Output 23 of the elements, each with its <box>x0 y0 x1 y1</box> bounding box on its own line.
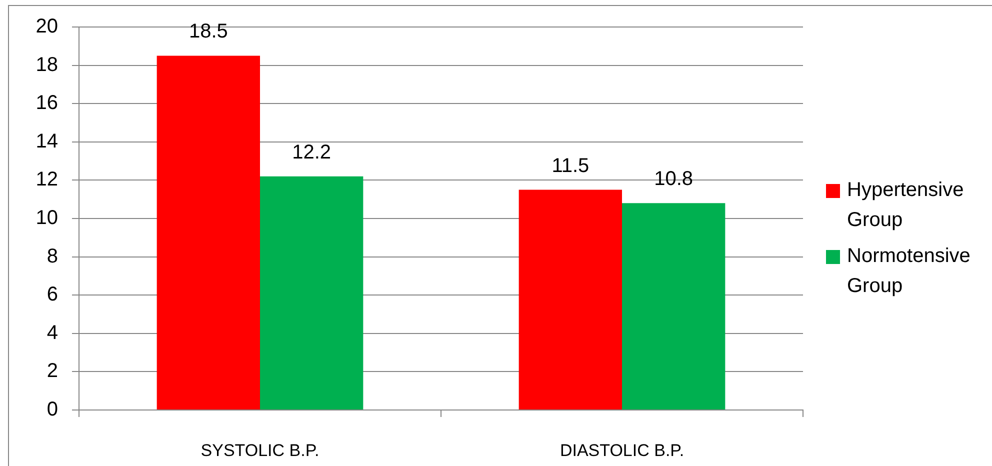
x-tick-label: DIASTOLIC B.P. <box>560 440 684 460</box>
y-tick-label: 2 <box>46 360 58 382</box>
y-tick-label: 6 <box>46 284 58 306</box>
bar <box>518 190 622 410</box>
y-tick-label: 0 <box>46 398 58 421</box>
data-label: 18.5 <box>188 20 228 43</box>
y-tick-label: 12 <box>36 168 58 191</box>
y-tick-label: 20 <box>36 16 58 38</box>
y-tick-label: 8 <box>46 245 58 268</box>
y-tick-label: 4 <box>46 322 58 344</box>
data-label: 10.8 <box>654 168 694 190</box>
y-tick-label: 18 <box>36 54 58 76</box>
data-label: 11.5 <box>552 154 590 177</box>
y-tick-label: 16 <box>36 92 58 114</box>
y-tick-label: 10 <box>36 207 58 230</box>
bar <box>260 176 364 410</box>
y-tick-label: 14 <box>36 130 58 152</box>
x-tick-label: SYSTOLIC B.P. <box>200 440 320 460</box>
bar <box>156 56 260 410</box>
bar <box>622 203 726 410</box>
legend-label: Hypertensive Group <box>847 178 965 233</box>
legend-label: Normotensive Group <box>847 244 972 299</box>
data-label: 12.2 <box>292 141 332 164</box>
